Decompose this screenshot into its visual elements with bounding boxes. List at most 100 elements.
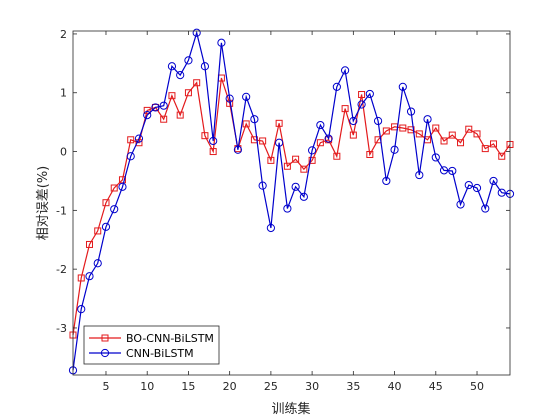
data-point-bo-cnn-bilstm bbox=[382, 127, 390, 135]
data-point-cnn-bilstm bbox=[415, 170, 424, 180]
data-point-cnn-bilstm bbox=[431, 153, 440, 162]
data-point-cnn-bilstm bbox=[489, 176, 498, 186]
data-point-cnn-bilstm bbox=[275, 138, 284, 147]
data-point-cnn-bilstm bbox=[225, 94, 234, 103]
data-point-cnn-bilstm bbox=[184, 56, 193, 65]
data-point-cnn-bilstm bbox=[382, 176, 391, 186]
data-point-bo-cnn-bilstm bbox=[143, 106, 151, 114]
data-point-bo-cnn-bilstm bbox=[242, 120, 250, 128]
data-point-bo-cnn-bilstm bbox=[333, 152, 341, 160]
legend-marker-bo-cnn-bilstm bbox=[101, 334, 109, 342]
data-point-cnn-bilstm bbox=[217, 38, 226, 47]
x-tick-label: 35 bbox=[346, 380, 360, 393]
data-point-bo-cnn-bilstm bbox=[316, 139, 324, 147]
plot-area bbox=[73, 31, 510, 375]
series-line-cnn-bilstm bbox=[72, 30, 511, 371]
data-point-bo-cnn-bilstm bbox=[267, 156, 275, 164]
data-point-cnn-bilstm bbox=[439, 166, 449, 175]
data-point-bo-cnn-bilstm bbox=[85, 240, 93, 248]
data-point-bo-cnn-bilstm bbox=[457, 139, 465, 147]
data-point-bo-cnn-bilstm bbox=[201, 132, 209, 140]
chart-axes: 5 10 15 20 25 30 35 40 45 50 -3 -2 -1 0 1 2 bbox=[56, 28, 511, 393]
data-point-bo-cnn-bilstm bbox=[193, 79, 201, 87]
data-point-cnn-bilstm bbox=[159, 101, 168, 110]
data-point-cnn-bilstm bbox=[266, 223, 275, 233]
y-tick-label: -2 bbox=[56, 263, 67, 276]
data-point-bo-cnn-bilstm bbox=[366, 150, 374, 158]
data-point-cnn-bilstm bbox=[167, 62, 177, 71]
legend-marker-cnn-bilstm bbox=[100, 348, 110, 358]
x-tick-label: 45 bbox=[429, 380, 443, 393]
data-point-bo-cnn-bilstm bbox=[473, 130, 481, 138]
data-point-cnn-bilstm bbox=[291, 182, 300, 191]
data-point-bo-cnn-bilstm bbox=[176, 111, 184, 119]
data-point-cnn-bilstm bbox=[126, 152, 135, 161]
y-tick-label: 0 bbox=[60, 146, 67, 159]
data-point-cnn-bilstm bbox=[308, 146, 317, 155]
data-point-bo-cnn-bilstm bbox=[160, 115, 168, 123]
data-point-bo-cnn-bilstm bbox=[275, 119, 283, 127]
x-tick-label: 15 bbox=[181, 380, 195, 393]
data-point-bo-cnn-bilstm bbox=[77, 274, 85, 282]
data-point-cnn-bilstm bbox=[77, 305, 86, 314]
data-point-bo-cnn-bilstm bbox=[259, 137, 267, 145]
data-point-bo-cnn-bilstm bbox=[151, 103, 159, 111]
data-point-bo-cnn-bilstm bbox=[432, 124, 440, 132]
data-point-cnn-bilstm bbox=[299, 192, 308, 201]
data-point-cnn-bilstm bbox=[357, 100, 366, 109]
data-point-bo-cnn-bilstm bbox=[399, 124, 407, 132]
data-point-bo-cnn-bilstm bbox=[498, 152, 506, 160]
data-point-cnn-bilstm bbox=[481, 204, 490, 213]
data-point-cnn-bilstm bbox=[283, 204, 292, 213]
legend-box bbox=[83, 325, 220, 365]
data-point-cnn-bilstm bbox=[250, 115, 259, 124]
data-point-bo-cnn-bilstm bbox=[490, 140, 498, 148]
data-point-cnn-bilstm bbox=[151, 103, 160, 112]
data-point-bo-cnn-bilstm bbox=[358, 91, 366, 99]
data-point-cnn-bilstm bbox=[143, 110, 152, 120]
data-point-bo-cnn-bilstm bbox=[341, 105, 349, 113]
data-point-cnn-bilstm bbox=[242, 92, 251, 101]
data-point-bo-cnn-bilstm bbox=[349, 131, 357, 139]
legend-label-cnn-bilstm: CNN-BiLSTM bbox=[126, 347, 194, 360]
data-point-cnn-bilstm bbox=[423, 115, 432, 124]
data-point-cnn-bilstm bbox=[398, 82, 407, 91]
x-tick-label: 20 bbox=[223, 380, 237, 393]
data-point-cnn-bilstm bbox=[209, 136, 218, 146]
legend: BO-CNN-BiLSTM CNN-BiLSTM bbox=[83, 325, 220, 365]
data-point-cnn-bilstm bbox=[365, 89, 374, 99]
data-point-bo-cnn-bilstm bbox=[440, 137, 448, 145]
y-tick-label: -1 bbox=[56, 204, 67, 217]
data-point-cnn-bilstm bbox=[85, 272, 94, 281]
data-point-cnn-bilstm bbox=[324, 134, 333, 143]
data-point-bo-cnn-bilstm bbox=[94, 227, 102, 235]
data-point-cnn-bilstm bbox=[464, 180, 473, 190]
data-point-bo-cnn-bilstm bbox=[465, 125, 473, 133]
data-point-cnn-bilstm bbox=[101, 222, 111, 231]
data-point-cnn-bilstm bbox=[349, 116, 358, 126]
data-point-bo-cnn-bilstm bbox=[448, 131, 456, 139]
data-point-bo-cnn-bilstm bbox=[415, 130, 423, 138]
data-point-cnn-bilstm bbox=[456, 200, 465, 209]
data-point-cnn-bilstm bbox=[497, 188, 506, 197]
data-point-bo-cnn-bilstm bbox=[292, 155, 300, 163]
x-tick-label: 5 bbox=[102, 380, 109, 393]
x-tick-label: 10 bbox=[140, 380, 154, 393]
legend-label-bo-cnn-bilstm: BO-CNN-BiLSTM bbox=[126, 332, 214, 345]
data-point-bo-cnn-bilstm bbox=[300, 165, 308, 173]
x-tick-label: 30 bbox=[305, 380, 319, 393]
axes-box bbox=[72, 30, 511, 376]
data-point-cnn-bilstm bbox=[110, 205, 119, 214]
data-point-cnn-bilstm bbox=[340, 66, 350, 75]
data-point-bo-cnn-bilstm bbox=[168, 92, 176, 100]
data-point-bo-cnn-bilstm bbox=[127, 136, 135, 144]
x-axis-label: 训练集 bbox=[271, 401, 310, 417]
x-tick-label: 25 bbox=[264, 380, 278, 393]
data-point-cnn-bilstm bbox=[118, 182, 127, 191]
data-point-cnn-bilstm bbox=[406, 107, 416, 116]
data-point-bo-cnn-bilstm bbox=[308, 156, 316, 164]
data-point-cnn-bilstm bbox=[390, 145, 399, 154]
x-tick-label: 50 bbox=[470, 380, 484, 393]
data-point-bo-cnn-bilstm bbox=[407, 126, 415, 134]
